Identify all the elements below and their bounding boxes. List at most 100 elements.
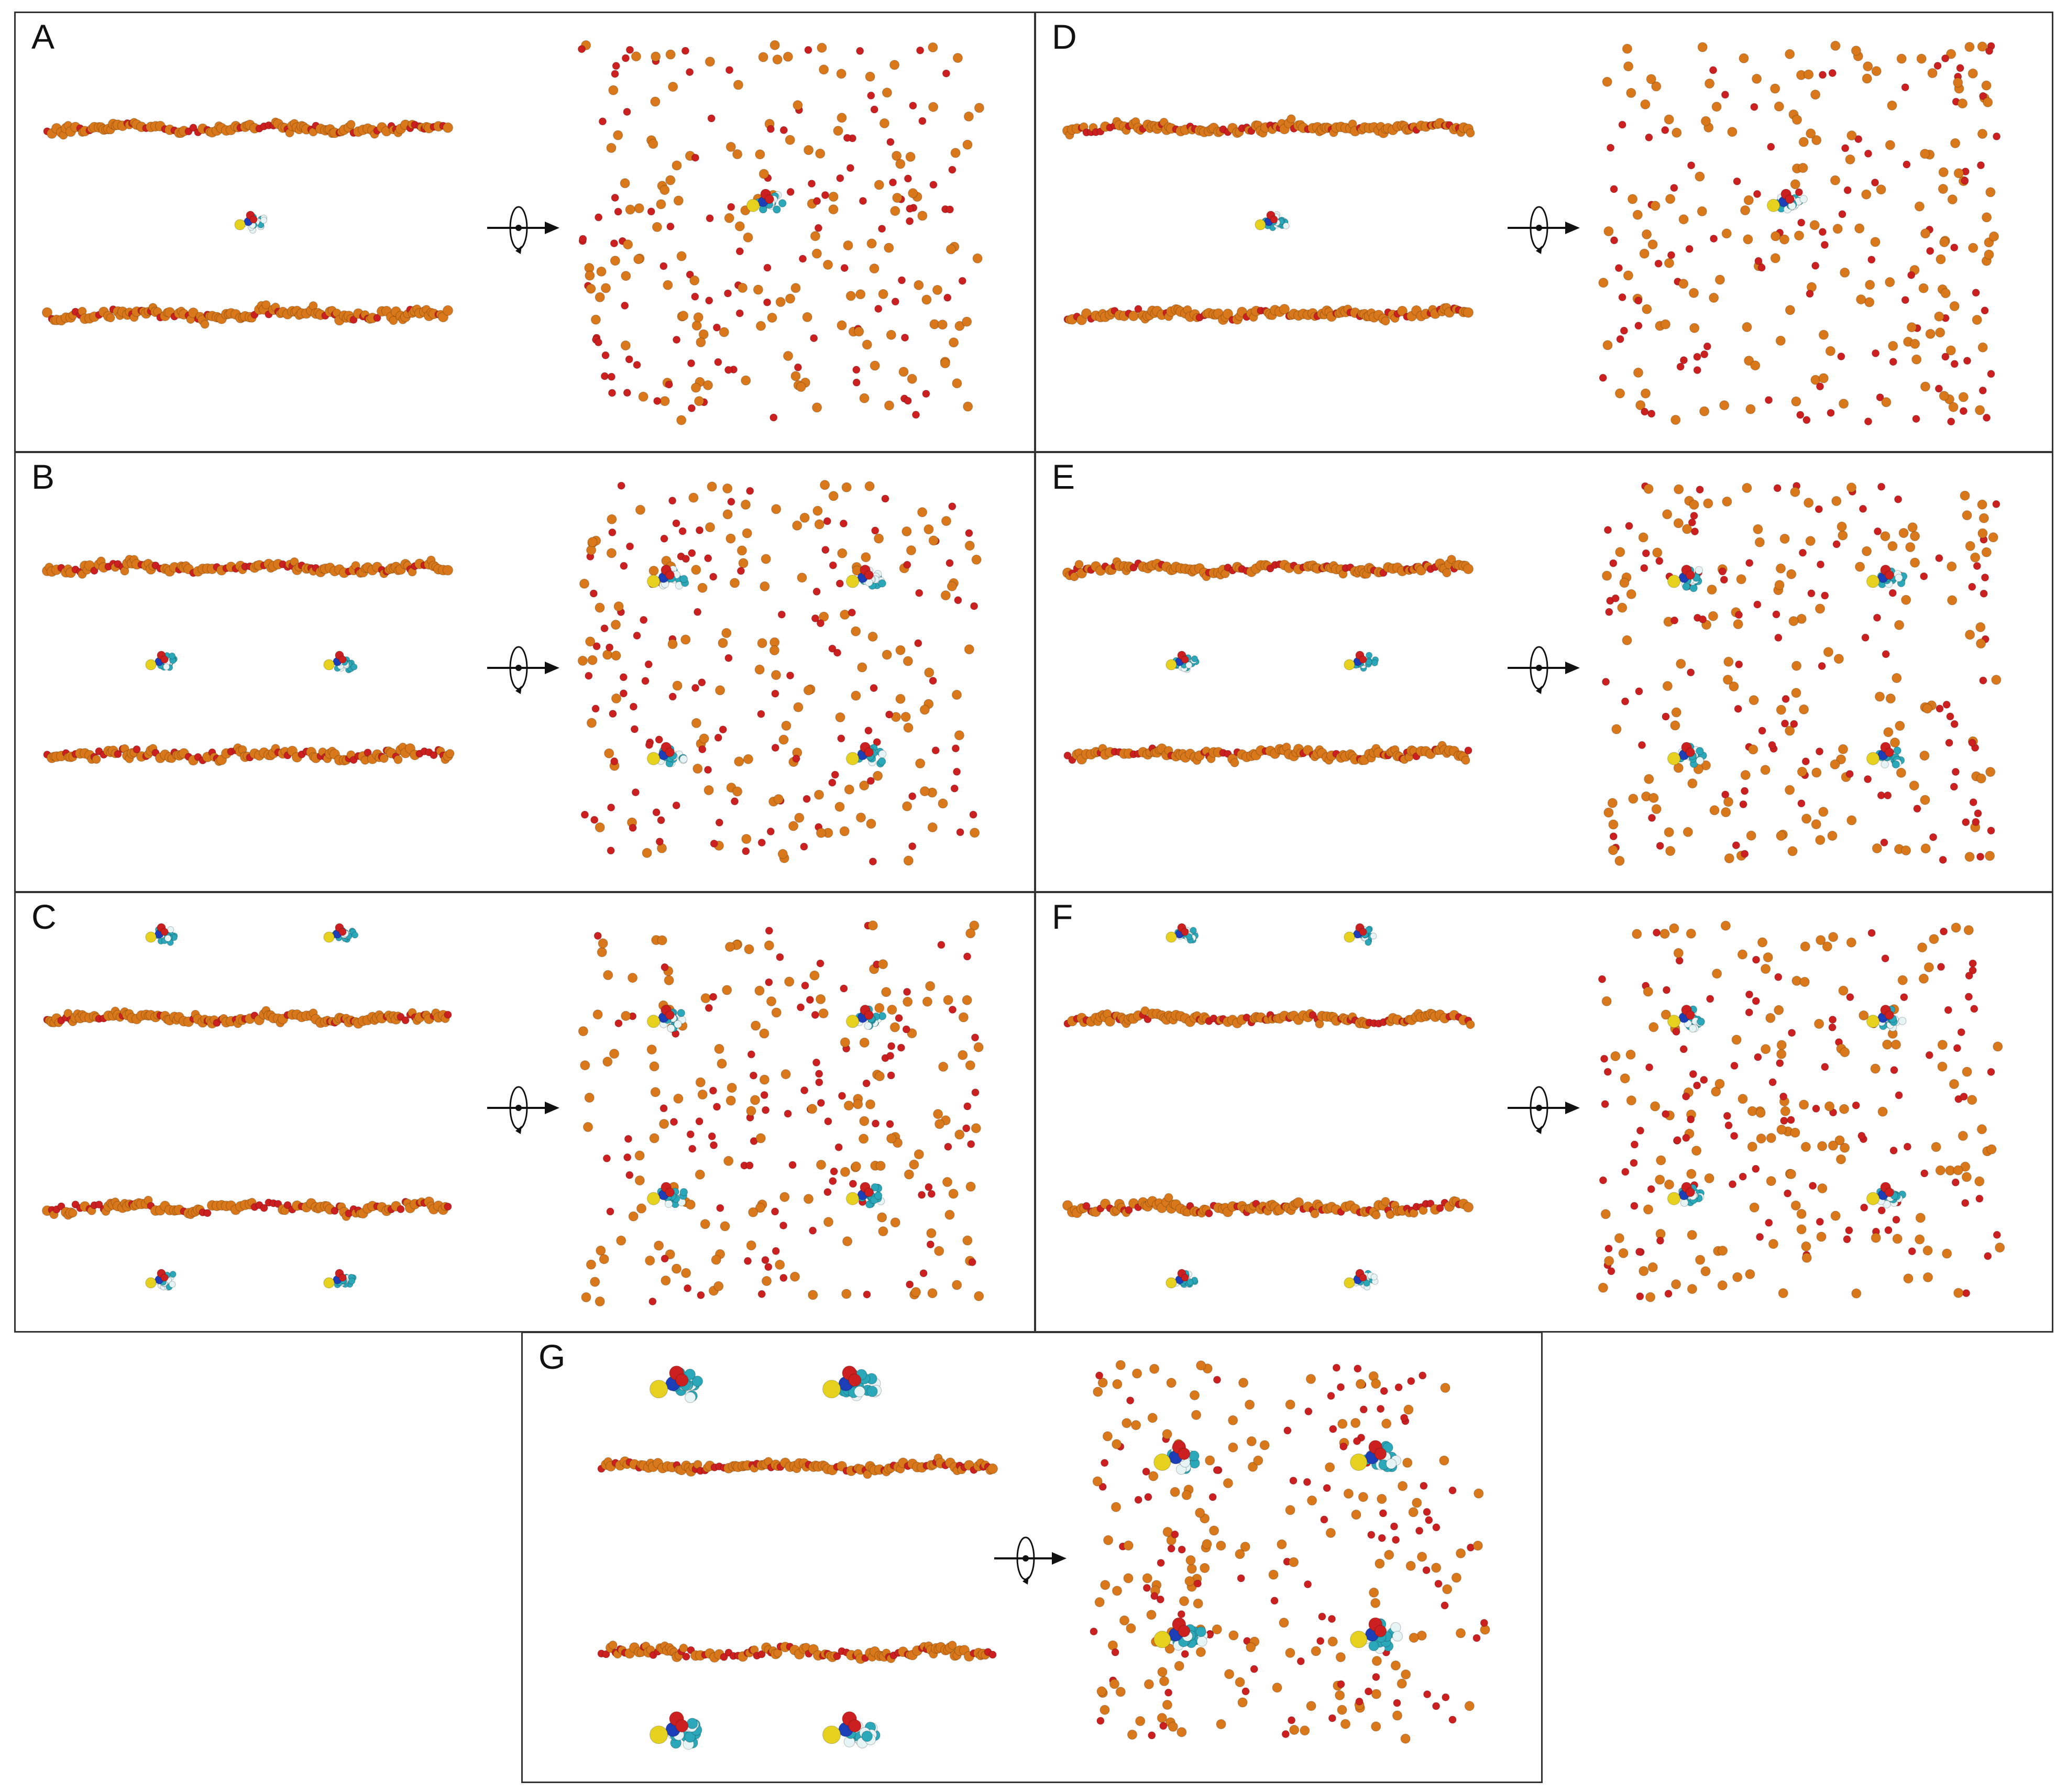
phosphate-atom [707,481,717,492]
phosphate-atom [1285,1647,1295,1658]
phosphate-atom [819,611,829,622]
oxygen-atom [706,214,714,223]
oxygen-atom [714,358,722,366]
oxygen-atom [660,534,668,543]
phosphate-atom [1832,224,1843,234]
oxygen-atom [727,498,735,506]
carbon-atom [348,1278,356,1285]
phosphate-atom [621,1010,631,1021]
phosphate-atom [1603,226,1614,236]
oxygen-atom [839,519,848,527]
oxygen-atom [828,644,837,653]
oxygen-atom [1951,1178,1960,1186]
oxygen-atom [1936,705,1944,713]
phosphate-atom [1961,1172,1972,1182]
oxygen-atom [698,745,707,753]
oxygen-atom [1829,1016,1837,1024]
phosphate-atom [1664,1179,1674,1190]
phosphate-atom [106,313,115,323]
phosphate-atom [1910,557,1920,568]
phosphate-atom [1397,305,1408,316]
drug-molecule [323,1269,357,1289]
membrane-top-leaflet [42,555,453,579]
oxygen-atom [338,928,347,936]
sulfur-atom [145,1277,157,1289]
oxygen-atom [661,963,669,971]
phosphate-atom [1622,635,1632,645]
oxygen-atom [719,725,727,734]
oxygen-atom [1111,1648,1119,1656]
phosphate-atom [1279,1618,1289,1628]
oxygen-atom [1757,263,1766,272]
phosphate-atom [1185,1555,1196,1565]
phosphate-atom [1746,830,1756,841]
phosphate-atom [835,712,845,722]
phosphate-atom [901,526,912,536]
oxygen-atom [1328,1714,1336,1722]
membrane-top-leaflet [597,1454,998,1479]
phosphate-atom [656,199,666,210]
phosphate-atom [884,400,894,411]
carbon-atom [1365,658,1372,666]
oxygen-atom [1101,1459,1109,1467]
oxygen-atom [1318,1612,1326,1621]
phosphate-atom [1898,528,1909,538]
phosphate-atom [1639,248,1650,259]
phosphate-atom [1351,1510,1361,1520]
oxygen-atom [1241,1687,1250,1696]
phosphate-atom [1982,212,1992,223]
phosphate-atom [578,1026,588,1037]
oxygen-atom [1359,655,1367,664]
oxygen-atom [1134,1496,1142,1504]
phosphate-atom [1472,1541,1483,1551]
oxygen-atom [593,932,602,940]
phosphate-atom [1709,805,1720,816]
arrow-pivot [1022,1555,1029,1562]
oxygen-atom [1980,589,1988,598]
phosphate-atom [946,244,956,255]
oxygen-atom [681,47,689,55]
oxygen-atom [1867,929,1876,937]
phosphate-atom [725,141,736,152]
oxygen-atom [1754,1053,1762,1061]
phosphate-atom [613,130,623,140]
oxygen-atom [1365,1687,1372,1696]
oxygen-atom [1634,322,1643,330]
phosphate-atom [1745,1269,1755,1279]
oxygen-atom [724,366,733,374]
phosphate-atom [853,1099,863,1109]
top-view-lipids [577,480,982,866]
phosphate-atom [1768,1239,1778,1249]
phosphate-atom [1400,1733,1411,1744]
oxygen-atom [1600,1054,1609,1063]
oxygen-atom [114,750,122,758]
phosphate-atom [783,51,793,62]
phosphate-atom [1822,941,1832,952]
phosphate-atom [1798,137,1809,147]
oxygen-atom [840,264,849,272]
oxygen-atom [1776,1059,1784,1068]
phosphate-atom [1311,1646,1321,1656]
phosphate-atom [886,329,896,340]
oxygen-atom [1630,1202,1639,1210]
oxygen-atom [1156,1595,1164,1603]
phosphate-atom [1115,1687,1126,1697]
phosphate-atom [595,822,605,832]
phosphate-atom [1988,532,1998,543]
oxygen-atom [864,1188,874,1197]
oxygen-atom [1877,482,1886,491]
phosphate-atom [1796,1208,1807,1219]
phosphate-atom [638,391,648,402]
oxygen-atom [886,138,895,146]
oxygen-atom [898,276,906,284]
phosphate-atom [1474,1488,1484,1499]
phosphate-atom [1689,323,1700,333]
oxygen-atom [687,404,696,412]
drug-molecule [1344,923,1377,946]
oxygen-atom [812,1058,820,1067]
oxygen-atom [1464,746,1472,755]
phosphate-atom [1289,1724,1300,1735]
phosphate-atom [1818,373,1829,383]
phosphate-atom [962,1235,973,1246]
phosphate-atom [867,920,878,931]
